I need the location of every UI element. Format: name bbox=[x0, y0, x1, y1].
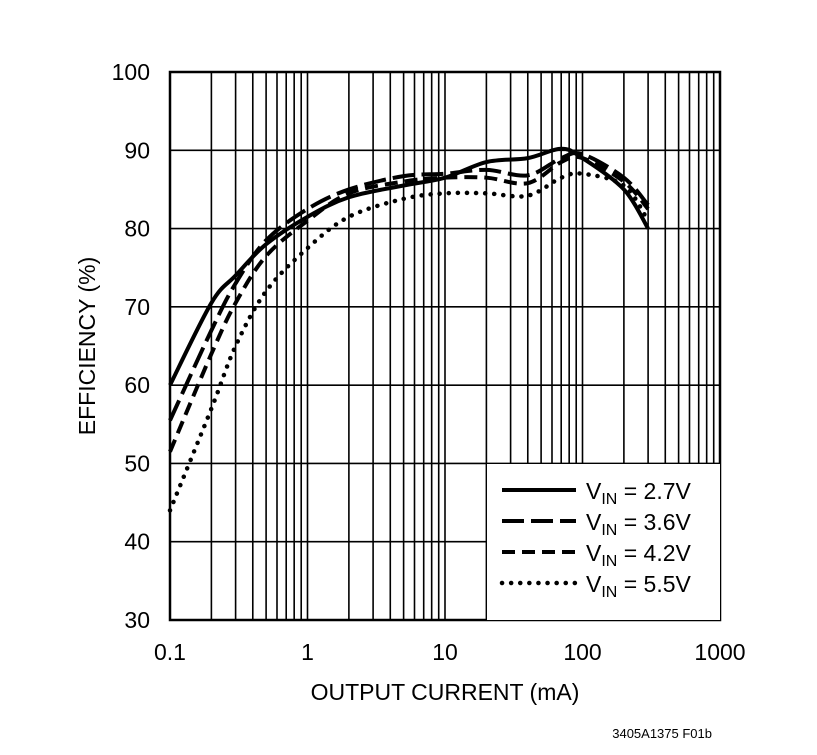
legend-label: VIN = 3.6V bbox=[586, 509, 692, 539]
x-tick-label: 100 bbox=[563, 639, 601, 665]
series-line-short-dash bbox=[168, 154, 650, 453]
y-tick-label: 60 bbox=[124, 372, 150, 398]
x-axis-label: OUTPUT CURRENT (mA) bbox=[311, 679, 580, 705]
y-tick-label: 100 bbox=[112, 59, 150, 85]
y-tick-label: 30 bbox=[124, 607, 150, 633]
y-tick-label: 70 bbox=[124, 294, 150, 320]
legend-label: VIN = 2.7V bbox=[586, 478, 692, 508]
tick-labels: 0.1 1 10 100 1000 30 40 50 60 70 80 90 100 bbox=[112, 59, 746, 665]
legend-label: VIN = 4.2V bbox=[586, 540, 692, 570]
x-tick-label: 0.1 bbox=[154, 639, 186, 665]
y-tick-label: 50 bbox=[124, 450, 150, 476]
y-tick-label: 40 bbox=[124, 529, 150, 555]
footer-code: 3405A1375 F01b bbox=[612, 726, 712, 741]
y-axis-label: EFFICIENCY (%) bbox=[74, 257, 100, 435]
series-line-dotted bbox=[167, 171, 651, 513]
plot-frame bbox=[168, 70, 722, 622]
legend-label: VIN = 5.5V bbox=[586, 571, 692, 601]
curves bbox=[167, 146, 651, 513]
x-tick-label: 1 bbox=[301, 639, 314, 665]
y-tick-label: 80 bbox=[124, 216, 150, 242]
x-tick-label: 10 bbox=[432, 639, 458, 665]
y-tick-label: 90 bbox=[124, 137, 150, 163]
series-line-long-dash bbox=[168, 150, 650, 422]
x-tick-label: 1000 bbox=[694, 639, 745, 665]
